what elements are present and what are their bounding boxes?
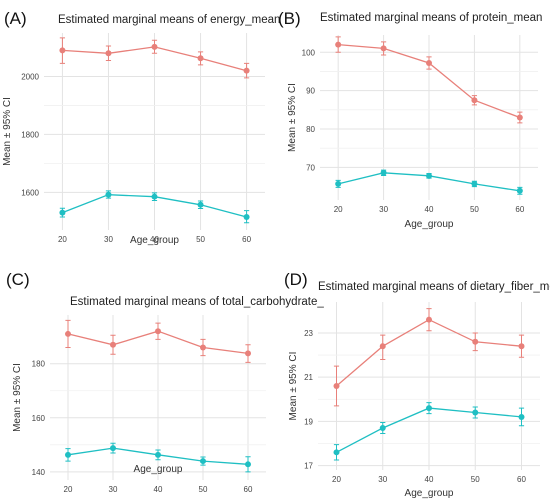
data-point [155,328,161,335]
chart-panel: (B) Estimated marginal means of protein_m… [278,9,542,230]
data-point [200,458,206,465]
x-tick-label: 30 [109,485,118,494]
data-point [426,405,432,412]
x-tick-label: 20 [58,235,67,244]
chart-title: Estimated marginal means of dietary_fibe… [318,281,550,293]
data-point [243,213,250,220]
data-point [335,41,342,48]
data-point [105,191,112,198]
data-point [472,409,479,416]
y-tick-label: 100 [302,48,316,57]
x-tick-label: 30 [378,475,387,484]
data-point [471,97,478,104]
data-point [335,180,342,187]
data-point [243,67,250,74]
data-point [59,209,66,216]
data-point [472,338,479,345]
data-point [59,47,66,54]
data-point [110,341,116,348]
data-point [151,193,158,200]
x-axis-title: Age_group [405,488,454,499]
y-tick-label: 180 [32,360,46,369]
y-axis-title: Mean ± 95% CI [288,352,299,421]
chart-title: Estimated marginal means of protein_mean [320,12,542,24]
data-point [151,43,158,50]
data-point [516,187,523,194]
data-point [197,55,204,62]
panel-tag: (B) [278,9,301,28]
y-tick-label: 19 [304,417,313,426]
data-point [333,383,340,389]
data-point [65,330,71,337]
data-point [245,350,251,357]
x-tick-label: 50 [199,485,208,494]
chart-title: Estimated marginal means of total_carboh… [70,296,324,308]
y-tick-label: 21 [304,373,313,382]
chart-panel: (C) Estimated marginal means of total_car… [6,270,324,494]
data-point [155,451,161,458]
data-point [516,114,523,121]
chart-panel: (A) Estimated marginal means of energy_me… [2,9,280,246]
x-tick-label: 60 [515,205,524,214]
data-point [110,445,116,452]
data-point [333,449,340,456]
x-axis-title: Age_group [134,464,183,475]
x-tick-label: 40 [150,235,159,244]
y-axis-title: Mean ± 95% CI [287,83,298,152]
data-point [245,461,251,468]
data-point [518,343,525,350]
y-tick-label: 23 [304,329,313,338]
x-tick-label: 40 [425,205,434,214]
data-point [197,201,204,208]
y-tick-label: 80 [306,125,315,134]
x-axis-title: Age_group [405,219,454,230]
data-point [426,172,432,179]
x-tick-label: 30 [104,235,113,244]
panel-tag: (C) [6,270,30,289]
y-tick-label: 70 [306,163,315,172]
x-tick-label: 40 [154,485,163,494]
data-point [426,316,432,323]
x-tick-label: 50 [196,235,205,244]
x-tick-label: 20 [332,475,341,484]
panel-tag: (D) [284,270,308,289]
x-tick-label: 30 [379,205,388,214]
x-tick-label: 20 [64,485,73,494]
y-tick-label: 2000 [21,72,39,81]
x-tick-label: 20 [334,205,343,214]
x-tick-label: 50 [471,475,480,484]
x-tick-label: 60 [244,485,253,494]
x-tick-label: 60 [242,235,251,244]
y-tick-label: 140 [32,468,46,477]
x-axis-title: Age_group [130,235,179,246]
data-point [379,425,386,431]
data-point [471,180,478,187]
data-point [380,45,387,52]
data-point [518,413,525,420]
y-axis-title: Mean ± 95% CI [2,97,13,166]
chart-panel: (D) Estimated marginal means of dietary_f… [284,270,550,499]
data-point [380,169,387,176]
y-tick-label: 90 [306,87,315,96]
x-tick-label: 60 [517,475,526,484]
data-point [105,50,112,57]
x-tick-label: 40 [425,475,434,484]
chart-title: Estimated marginal means of energy_mean [58,14,280,26]
data-point [426,60,432,67]
y-tick-label: 1800 [21,130,39,139]
panel-tag: (A) [4,9,27,28]
y-tick-label: 17 [304,462,313,471]
data-point [65,451,71,458]
y-axis-title: Mean ± 95% CI [12,363,23,432]
y-tick-label: 160 [32,414,46,423]
data-point [379,343,386,350]
y-tick-label: 1600 [21,188,39,197]
data-point [200,344,206,351]
x-tick-label: 50 [470,205,479,214]
